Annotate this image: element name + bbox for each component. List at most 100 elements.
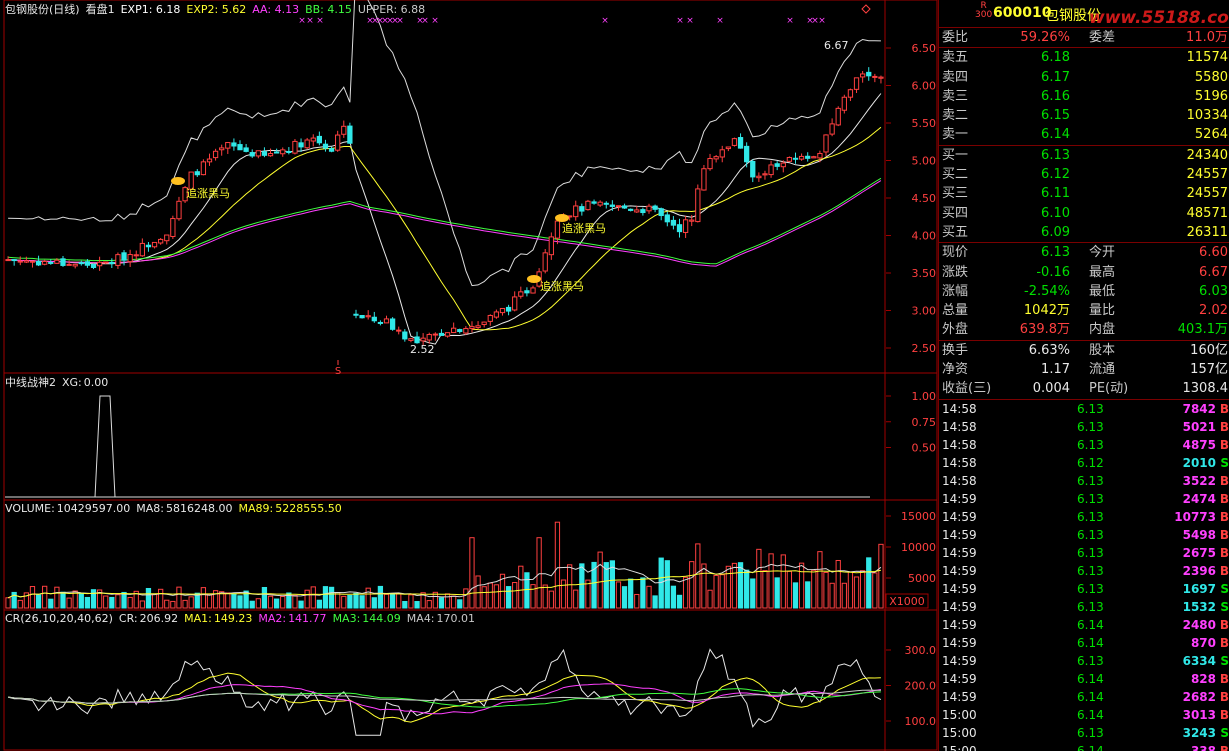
- fund-label-2: 流通: [1089, 362, 1116, 378]
- tick-time: 14:58: [942, 455, 977, 470]
- tick-price: 6.14: [1077, 689, 1104, 704]
- bid-volume: 48571: [1186, 205, 1228, 221]
- bid-volume: 24557: [1186, 186, 1228, 202]
- candle-body: [78, 262, 84, 265]
- volume-bar: [866, 557, 872, 609]
- stat-label-2: 最低: [1089, 283, 1116, 299]
- tick-side: B: [1219, 473, 1229, 488]
- volume-bar: [731, 562, 738, 609]
- signal-label-1: 追涨黑马: [540, 279, 584, 293]
- stock-name[interactable]: 包钢股份: [1045, 8, 1101, 24]
- tick-row[interactable]: 14:59 6.13 1532 S: [939, 598, 1229, 616]
- fund-value: 6.63%: [1028, 342, 1070, 358]
- volume-bar: [359, 595, 365, 609]
- cr-axis-label: 200.0: [905, 680, 937, 693]
- volume-bar: [389, 592, 396, 609]
- tick-side: B: [1219, 617, 1229, 632]
- tick-row[interactable]: 14:58 6.13 7842 B: [939, 400, 1229, 418]
- tick-side: B: [1219, 419, 1229, 434]
- volume-bar: [469, 537, 475, 609]
- ask-label: 卖五: [942, 50, 969, 66]
- volume-bar: [823, 571, 829, 609]
- volume-bar: [304, 589, 310, 609]
- candle-body: [103, 261, 109, 264]
- tick-row[interactable]: 14:59 6.13 5498 B: [939, 526, 1229, 544]
- stat-row-2: 涨幅 -2.54% 最低 6.03: [939, 282, 1229, 301]
- volume-bar: [695, 543, 701, 609]
- candle-body: [573, 205, 579, 218]
- tick-side: S: [1220, 599, 1229, 614]
- tick-side: B: [1219, 401, 1229, 416]
- chart-canvas[interactable]: 6.50 6.00 5.50 5.00 4.50 4.00 3.50 3.00 2.50 1.00…: [0, 0, 938, 751]
- tick-price: 6.13: [1077, 419, 1104, 434]
- cr-axis-label: 300.0: [905, 644, 937, 657]
- tick-row[interactable]: 14:59 6.14 2682 B: [939, 688, 1229, 706]
- tick-row[interactable]: 15:00 6.14 338 B: [939, 742, 1229, 751]
- fund-label-2: PE(动): [1089, 381, 1129, 397]
- tick-row[interactable]: 14:59 6.13 2675 B: [939, 544, 1229, 562]
- vol-axis-label: 10000: [901, 541, 936, 554]
- candle-body: [139, 242, 145, 257]
- chart-area[interactable]: 6.50 6.00 5.50 5.00 4.50 4.00 3.50 3.00 2.50 1.00…: [0, 0, 938, 751]
- candle-body: [518, 291, 524, 297]
- volume-bar: [744, 569, 750, 609]
- tick-row[interactable]: 14:59 6.13 2396 B: [939, 562, 1229, 580]
- volume-bar: [5, 597, 11, 609]
- tick-volume: 2675: [1182, 545, 1216, 560]
- tick-price: 6.13: [1077, 527, 1104, 542]
- candle-body: [158, 238, 164, 244]
- tick-volume: 6334: [1182, 653, 1216, 668]
- buy-x-marker: ×: [818, 16, 826, 26]
- cr-axis-label: 100.0: [905, 715, 937, 728]
- candle-body: [335, 134, 341, 151]
- signal-label-0: 追涨黑马: [186, 186, 230, 200]
- tick-side: S: [1220, 653, 1229, 668]
- tick-row[interactable]: 14:58 6.13 5021 B: [939, 418, 1229, 436]
- tick-row[interactable]: 15:00 6.13 3243 S: [939, 724, 1229, 742]
- candle-body: [280, 149, 286, 155]
- tick-row[interactable]: 14:59 6.14 2480 B: [939, 616, 1229, 634]
- tick-time: 14:59: [942, 545, 977, 560]
- stat-value-2: 403.1万: [1177, 322, 1228, 338]
- mode-label[interactable]: 看盘1: [85, 3, 115, 16]
- vol-ma89-line: [7, 569, 881, 599]
- zx-name: 中线战神2: [5, 376, 56, 389]
- tick-price: 6.14: [1077, 743, 1104, 751]
- tick-row[interactable]: 14:59 6.14 828 B: [939, 670, 1229, 688]
- candle-body: [707, 158, 713, 170]
- stock-code[interactable]: 600010: [993, 5, 1052, 21]
- tick-price: 6.13: [1077, 581, 1104, 596]
- bid-row-2: 买二 6.12 24557: [939, 165, 1229, 184]
- candle-body: [676, 224, 683, 233]
- buy-x-marker: ×: [396, 16, 404, 26]
- watermark: www.55188.com: [1089, 8, 1229, 28]
- tick-row[interactable]: 14:59 6.13 1697 S: [939, 580, 1229, 598]
- volume-bar: [487, 582, 493, 609]
- volume-bar: [597, 551, 603, 609]
- candle-body: [701, 168, 707, 191]
- tick-row[interactable]: 14:59 6.14 870 B: [939, 634, 1229, 652]
- volume-bar: [261, 586, 268, 609]
- tick-row[interactable]: 14:59 6.13 6334 S: [939, 652, 1229, 670]
- candle-body: [731, 138, 738, 146]
- aa-line: [8, 180, 882, 267]
- candle-body: [151, 241, 158, 248]
- bid-price: 6.11: [1041, 186, 1070, 202]
- volume-bar: [560, 579, 567, 609]
- indicator-3: BB: 4.15: [305, 3, 352, 16]
- r-badge-letter: R: [980, 1, 987, 11]
- candle-body: [542, 252, 548, 272]
- volume-bar: [585, 579, 591, 609]
- tick-row[interactable]: 15:00 6.14 3013 B: [939, 706, 1229, 724]
- tick-row[interactable]: 14:58 6.13 3522 B: [939, 472, 1229, 490]
- tick-row[interactable]: 14:59 6.13 2474 B: [939, 490, 1229, 508]
- bid-price: 6.13: [1041, 147, 1070, 163]
- candle-body: [127, 254, 133, 263]
- tick-time: 14:59: [942, 689, 977, 704]
- tick-row[interactable]: 14:59 6.13 10773 B: [939, 508, 1229, 526]
- volume-header: VOLUME: 10429597.00 MA8: 5816248.00 MA89: 522…: [5, 502, 348, 516]
- xg-label: XG:: [62, 376, 82, 389]
- volume-bar: [719, 574, 725, 609]
- tick-row[interactable]: 14:58 6.13 4875 B: [939, 436, 1229, 454]
- tick-row[interactable]: 14:58 6.12 2010 S: [939, 454, 1229, 472]
